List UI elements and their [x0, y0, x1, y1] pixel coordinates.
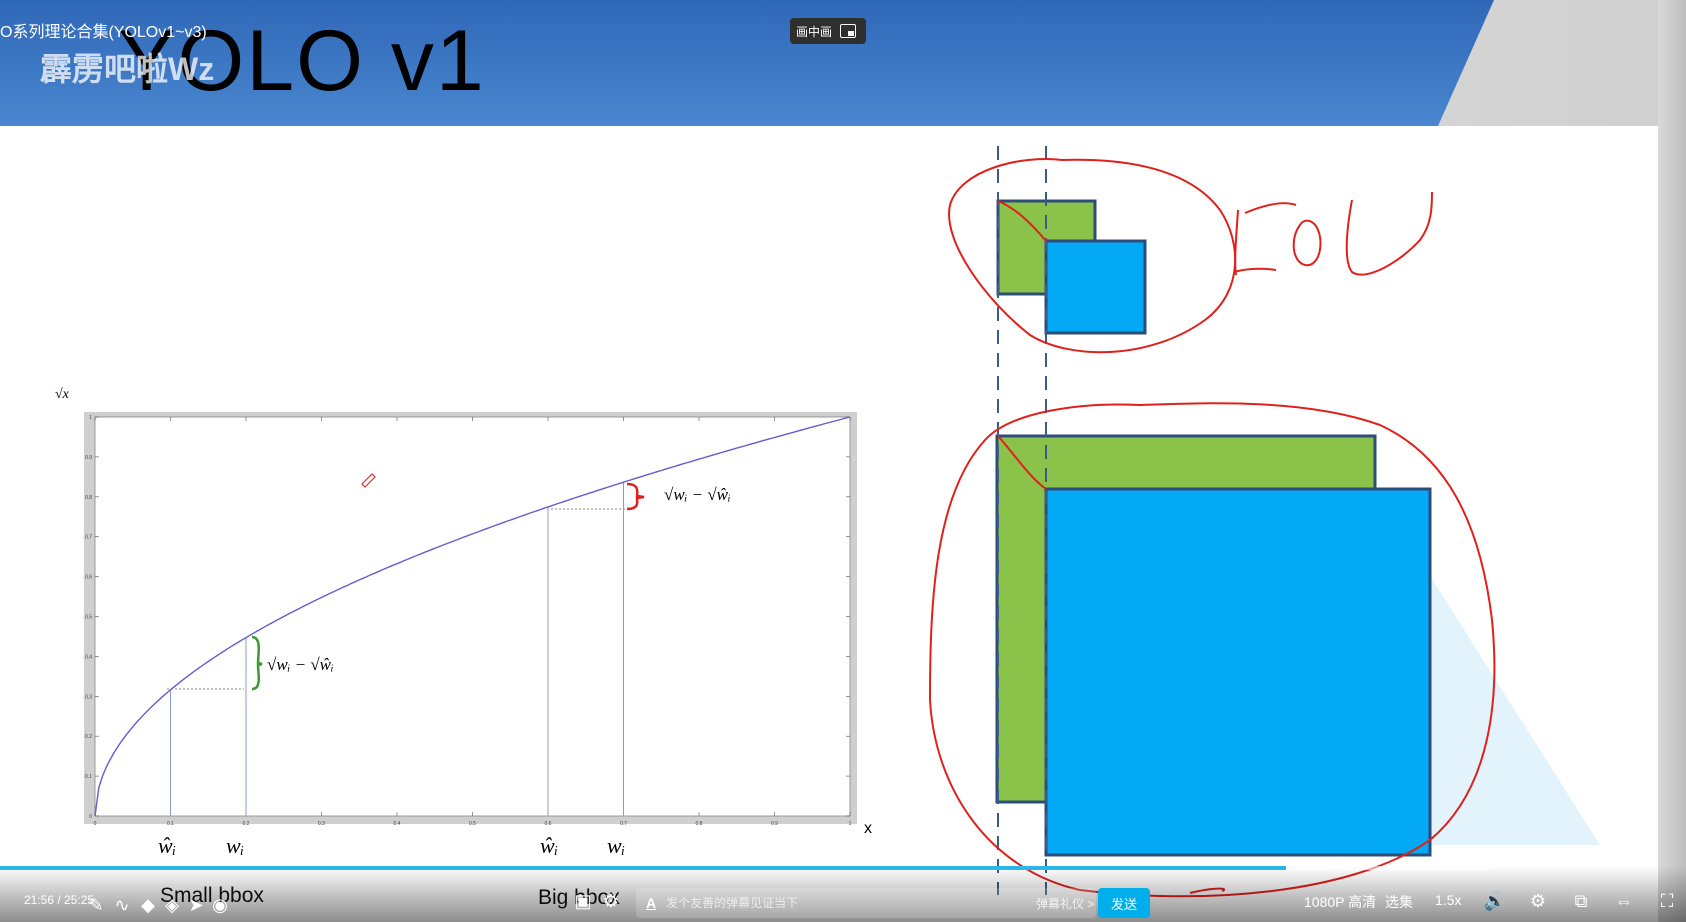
plot-frame — [84, 412, 857, 824]
x-tick-label: 1 — [849, 821, 852, 827]
y-tick-label: 0.7 — [85, 535, 92, 541]
pen-cursor-icon — [361, 473, 376, 488]
speed-button[interactable]: 1.5x — [1435, 892, 1462, 908]
x-tick-label: 0.3 — [318, 821, 325, 827]
big-ink-circle — [928, 402, 1496, 898]
y-tick-label: 0.5 — [85, 615, 92, 621]
x-tick-label: 0.2 — [243, 821, 250, 827]
watermark: 霹雳吧啦Wz — [40, 51, 215, 87]
x-tick-label: 0 — [94, 821, 97, 827]
y-tick-label: 0.6 — [85, 575, 92, 581]
y-tick-label: 1 — [89, 415, 92, 421]
danmaku-settings-icon[interactable]: ⚙ — [602, 890, 620, 911]
eraser-icon[interactable]: ◈ — [165, 894, 179, 915]
episodes-button[interactable]: 选集 — [1385, 894, 1413, 910]
y-tick-label: 0.8 — [85, 495, 92, 501]
ink-letter-u — [1345, 191, 1433, 276]
x-tick-label: 0.5 — [469, 821, 476, 827]
small-what-label: ŵᵢ — [158, 833, 176, 858]
small-green-box — [996, 199, 1097, 296]
x-tick-label: 0.6 — [545, 821, 552, 827]
big-bracket-label: √wᵢ − √ŵᵢ — [664, 485, 731, 504]
pip-window-icon[interactable]: ⧉ — [1574, 890, 1588, 911]
small-ink-circle — [948, 158, 1237, 354]
small-ink-overlap-stroke — [997, 200, 1047, 242]
send-button[interactable]: 发送 — [1098, 888, 1150, 918]
x-tick-label: 0.8 — [696, 821, 703, 827]
y-tick-label: 0.1 — [85, 774, 92, 780]
y-tick-label: 0.9 — [85, 455, 92, 461]
player-controls — [0, 866, 1686, 922]
y-tick-label: 0.3 — [85, 694, 92, 700]
pip-button[interactable]: 画中画 — [790, 18, 866, 44]
pointer-icon[interactable]: ➤ — [188, 894, 204, 915]
sqrt-curve — [94, 416, 851, 817]
x-tick-label: 0.1 — [167, 821, 174, 827]
small-w-label: wᵢ — [226, 833, 244, 858]
danmaku-etiquette-link[interactable]: 弹幕礼仪 > — [1036, 897, 1095, 911]
danmaku-input[interactable] — [664, 895, 1049, 911]
time-current: 21:56 — [24, 893, 55, 907]
small-blue-box — [1044, 239, 1147, 335]
plot-area — [94, 416, 851, 817]
right-edge-panel — [1658, 0, 1686, 922]
video-title: O系列理论合集(YOLOv1~v3) — [0, 24, 207, 41]
y-tick-label: 0.4 — [85, 654, 92, 660]
pip-icon — [840, 24, 857, 38]
y-tick-label: 0 — [89, 814, 92, 820]
fullscreen-icon[interactable]: ⛶ — [1660, 890, 1674, 911]
ink-letter-o — [1292, 219, 1322, 267]
big-bbox-bracket — [626, 482, 645, 511]
progress-fill — [0, 866, 1286, 870]
slide-title: YOLO v1 — [118, 13, 486, 109]
big-blue-box — [1044, 487, 1432, 857]
pip-label: 画中画 — [796, 24, 833, 39]
background-triangle — [1380, 560, 1600, 845]
ink-letter-i — [1233, 202, 1297, 276]
big-green-box — [995, 434, 1377, 804]
small-bbox-bracket — [251, 635, 263, 691]
x-axis-label: x — [864, 820, 872, 837]
x-tick-label: 0.4 — [394, 821, 401, 827]
danmaku-toggle-icon[interactable]: ▣ — [574, 890, 592, 911]
x-tick-label: 0.7 — [620, 821, 627, 827]
record-icon[interactable]: ◉ — [212, 894, 228, 915]
big-ink-overlap-stroke — [997, 435, 1047, 490]
time-display: 21:56 / 25:25 — [24, 893, 95, 907]
volume-icon[interactable]: 🔊 — [1483, 890, 1507, 911]
y-axis-label: √x — [55, 387, 70, 402]
curve-icon[interactable]: ∿ — [114, 894, 130, 915]
plot-ticks: 0 0.1 0.2 0.3 0.4 0.5 0.6 0.7 0.8 0.9 1 0 0.1 0.2 0.3 0… — [85, 415, 852, 827]
big-what-label: ŵᵢ — [540, 833, 558, 858]
big-w-label: wᵢ — [607, 833, 625, 858]
wide-mode-icon[interactable]: ⇔ — [1615, 890, 1633, 911]
small-bracket-label: √wᵢ − √ŵᵢ — [267, 655, 334, 674]
danmaku-bar: A — [636, 888, 1096, 918]
pen-icon[interactable]: ✎ — [88, 894, 104, 915]
settings-gear-icon[interactable]: ⚙ — [1529, 890, 1547, 911]
y-tick-label: 0.2 — [85, 734, 92, 740]
highlighter-icon[interactable]: ◆ — [141, 894, 155, 915]
red-ink-annotations — [928, 158, 1496, 898]
x-tick-label: 0.9 — [771, 821, 778, 827]
quality-button[interactable]: 1080P 高清 — [1304, 894, 1377, 910]
time-total: 25:25 — [64, 893, 95, 907]
danmaku-style-icon[interactable]: A — [646, 895, 657, 911]
